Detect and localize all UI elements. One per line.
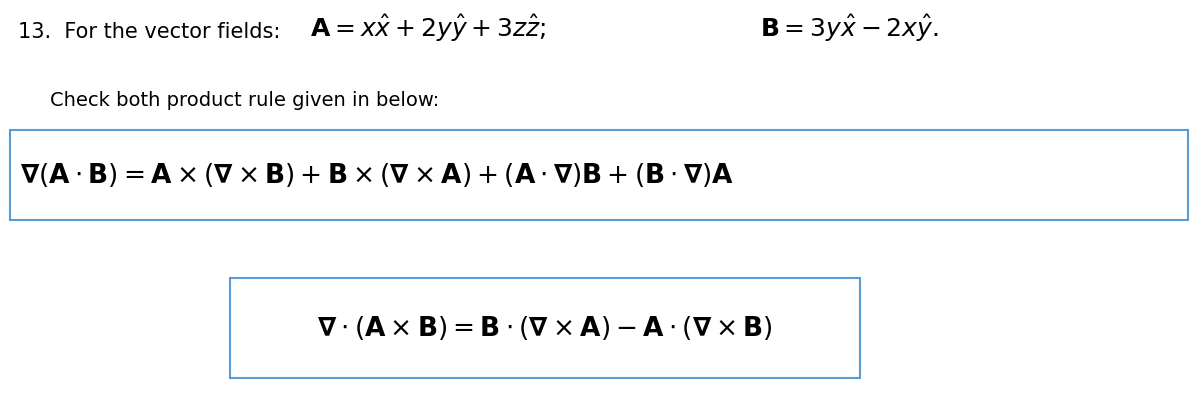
Bar <box>230 278 860 378</box>
Text: Check both product rule given in below:: Check both product rule given in below: <box>50 90 439 109</box>
Text: $\mathbf{A} = x\hat{x} + 2y\hat{y} + 3z\hat{z};$: $\mathbf{A} = x\hat{x} + 2y\hat{y} + 3z\… <box>310 12 546 44</box>
Text: 13.  For the vector fields:: 13. For the vector fields: <box>18 22 281 42</box>
Text: $\mathbf{\nabla}(\mathbf{A} \cdot \mathbf{B}) = \mathbf{A} \times (\mathbf{\nabl: $\mathbf{\nabla}(\mathbf{A} \cdot \mathb… <box>20 161 734 189</box>
Bar <box>10 130 1188 220</box>
Text: $\mathbf{B} = 3y\hat{x} - 2x\hat{y}.$: $\mathbf{B} = 3y\hat{x} - 2x\hat{y}.$ <box>760 12 938 44</box>
Text: $\mathbf{\nabla} \cdot (\mathbf{A} \times \mathbf{B}) = \mathbf{B} \cdot (\mathb: $\mathbf{\nabla} \cdot (\mathbf{A} \time… <box>317 314 773 342</box>
